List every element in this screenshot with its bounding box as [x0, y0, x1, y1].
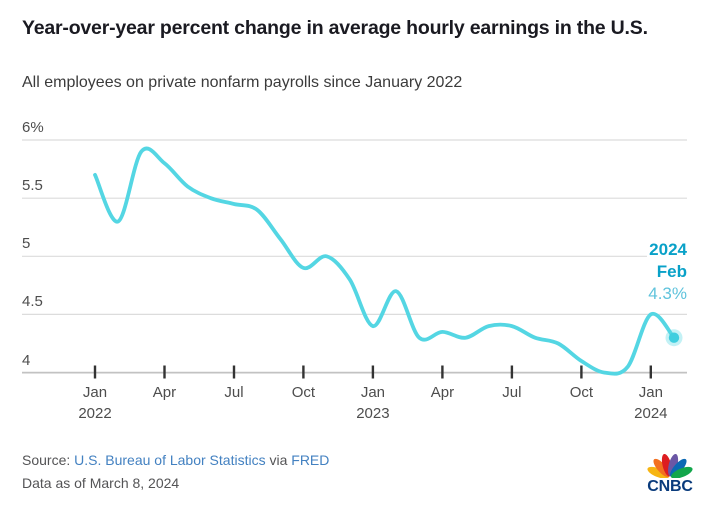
y-axis-label: 4.5 [22, 293, 43, 311]
source-link-fred[interactable]: FRED [291, 452, 330, 468]
x-axis-label-month: Oct [291, 384, 316, 401]
earnings-line [93, 146, 676, 376]
source-line: Source: U.S. Bureau of Labor Statistics … [22, 452, 329, 468]
x-axis-label-month: Apr [430, 384, 455, 401]
page-title: Year-over-year percent change in average… [22, 17, 648, 39]
y-axis-label: 6% [22, 119, 44, 136]
current-point-dot [668, 332, 680, 343]
x-axis-label-month: Jan [638, 384, 663, 401]
x-axis-label-month: Jan [360, 384, 385, 401]
source-link-bls[interactable]: U.S. Bureau of Labor Statistics [74, 452, 266, 468]
y-axis-label: 5 [22, 235, 31, 253]
x-axis-label-year: 2024 [634, 405, 668, 422]
x-axis-label-year: 2023 [356, 405, 390, 422]
cnbc-logo: CNBC [642, 446, 698, 495]
data-as-of: Data as of March 8, 2024 [22, 475, 180, 491]
x-axis-label-month: Jul [502, 384, 522, 401]
x-axis-label-month: Jul [224, 384, 244, 401]
annotation-month: Feb [654, 261, 689, 283]
cnbc-peacock-icon [647, 454, 693, 478]
annotation-year: 2024 [647, 239, 689, 261]
source-label: Source: [22, 452, 71, 468]
y-axis-label: 4 [22, 351, 31, 369]
x-axis-label-month: Oct [569, 384, 594, 401]
chart-subtitle: All employees on private nonfarm payroll… [22, 74, 463, 91]
x-axis-label-month: Apr [152, 384, 177, 401]
x-axis-label-month: Jan [82, 384, 108, 401]
x-axis-label-year: 2022 [78, 405, 112, 422]
y-axis-label: 5.5 [22, 177, 43, 195]
latest-point-annotation: 2024 Feb 4.3% [646, 239, 689, 305]
cnbc-wordmark: CNBC [647, 478, 693, 495]
annotation-value: 4.3% [646, 283, 689, 305]
source-via: via [269, 452, 288, 468]
